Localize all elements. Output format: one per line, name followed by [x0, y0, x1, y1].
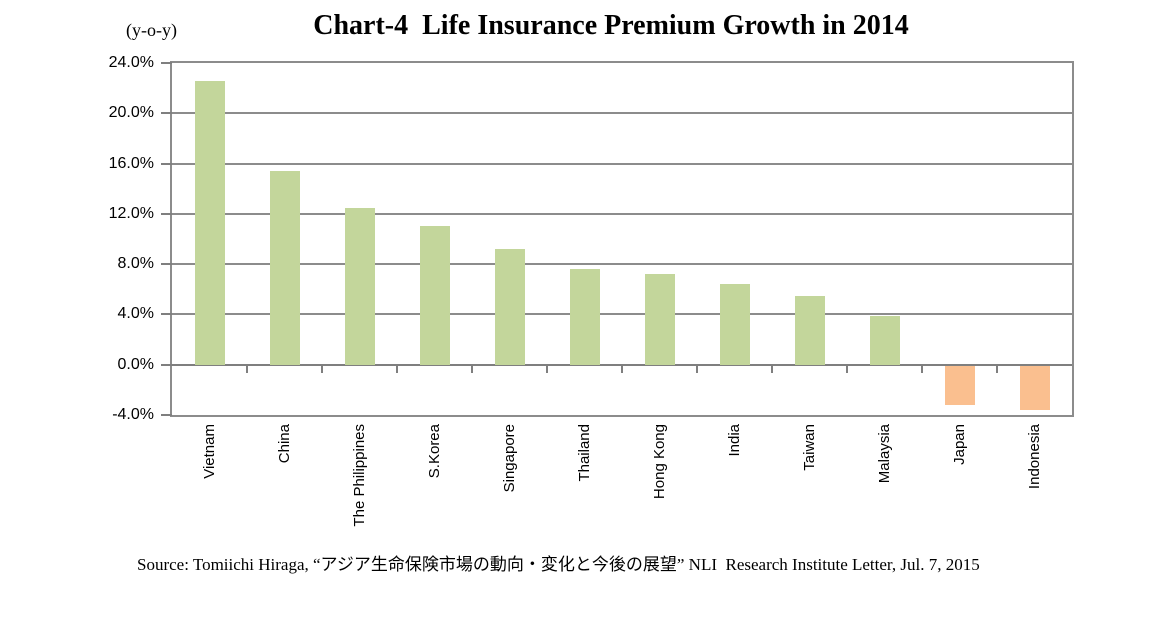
bar-the-philippines: [344, 207, 375, 365]
x-label-slot: S.Korea: [397, 424, 472, 554]
y-tick-mark: [161, 162, 172, 165]
x-category-label: Taiwan: [801, 424, 818, 471]
chart-title: Chart-4 Life Insurance Premium Growth in…: [313, 10, 909, 41]
x-tick-mark: [471, 365, 473, 373]
bar-hong-kong: [644, 274, 675, 365]
y-tick-mark: [161, 62, 172, 64]
y-tick-label: 0.0%: [117, 355, 154, 373]
y-tick-label: 20.0%: [108, 104, 154, 122]
y-tick-label: 8.0%: [117, 255, 154, 273]
plot-area: [170, 61, 1074, 417]
x-label-slot: Taiwan: [772, 424, 847, 554]
x-label-slot: China: [247, 424, 322, 554]
x-category-label: S.Korea: [426, 424, 443, 479]
x-label-slot: Hong Kong: [622, 424, 697, 554]
x-category-label: Singapore: [501, 424, 518, 493]
x-tick-mark: [771, 365, 773, 373]
bar-indonesia: [1019, 365, 1050, 410]
gridline: [172, 263, 1072, 266]
x-category-label: Vietnam: [201, 424, 218, 479]
gridline: [172, 313, 1072, 316]
x-tick-mark: [621, 365, 623, 373]
x-category-label: China: [276, 424, 293, 464]
bar-thailand: [569, 269, 600, 365]
y-axis-unit-label: (y-o-y): [126, 20, 177, 40]
y-tick-mark: [161, 363, 172, 366]
gridline: [172, 212, 1072, 215]
x-label-slot: India: [697, 424, 772, 554]
zero-axis-line: [172, 363, 1072, 366]
x-tick-mark: [396, 365, 398, 373]
x-tick-mark: [996, 365, 998, 373]
y-tick-mark: [161, 212, 172, 215]
x-category-label: Indonesia: [1026, 424, 1043, 490]
bar-vietnam: [194, 80, 225, 365]
y-tick-mark: [161, 112, 172, 115]
y-tick-mark: [161, 263, 172, 266]
source-text: Source: Tomiichi Hiraga, “アジア生命保険市場の動向・変…: [137, 555, 980, 574]
x-label-slot: Singapore: [472, 424, 547, 554]
y-tick-label: 4.0%: [117, 305, 154, 323]
x-tick-mark: [846, 365, 848, 373]
x-label-slot: Thailand: [547, 424, 622, 554]
x-category-label: Japan: [951, 424, 968, 465]
gridline: [172, 162, 1072, 165]
y-tick-label: -4.0%: [112, 406, 154, 423]
x-category-label: India: [726, 424, 743, 457]
x-category-label: The Philippines: [351, 424, 368, 527]
x-label-slot: Japan: [922, 424, 997, 554]
x-tick-mark: [321, 365, 323, 373]
x-category-label: Hong Kong: [651, 424, 668, 500]
x-label-slot: Indonesia: [997, 424, 1072, 554]
x-label-slot: Vietnam: [172, 424, 247, 554]
bar-china: [269, 171, 300, 365]
x-category-label: Thailand: [576, 424, 593, 482]
bar-taiwan: [794, 295, 825, 365]
y-tick-label: 16.0%: [108, 154, 154, 172]
x-tick-mark: [696, 365, 698, 373]
x-label-slot: The Philippines: [322, 424, 397, 554]
x-tick-mark: [921, 365, 923, 373]
y-tick-label: 24.0%: [108, 54, 154, 71]
bar-japan: [944, 365, 975, 405]
bar-india: [719, 284, 750, 365]
y-tick-label: 12.0%: [108, 204, 154, 222]
bar-singapore: [494, 249, 525, 365]
x-tick-mark: [546, 365, 548, 373]
bar-s-korea: [419, 226, 450, 365]
x-tick-mark: [246, 365, 248, 373]
y-tick-mark: [161, 313, 172, 316]
x-axis-labels: Vietnam China The Philippines S.Korea Singap…: [172, 424, 1072, 554]
y-tick-mark: [161, 414, 172, 416]
x-category-label: Malaysia: [876, 424, 893, 484]
x-label-slot: Malaysia: [847, 424, 922, 554]
gridline: [172, 112, 1072, 115]
bar-malaysia: [869, 315, 900, 365]
